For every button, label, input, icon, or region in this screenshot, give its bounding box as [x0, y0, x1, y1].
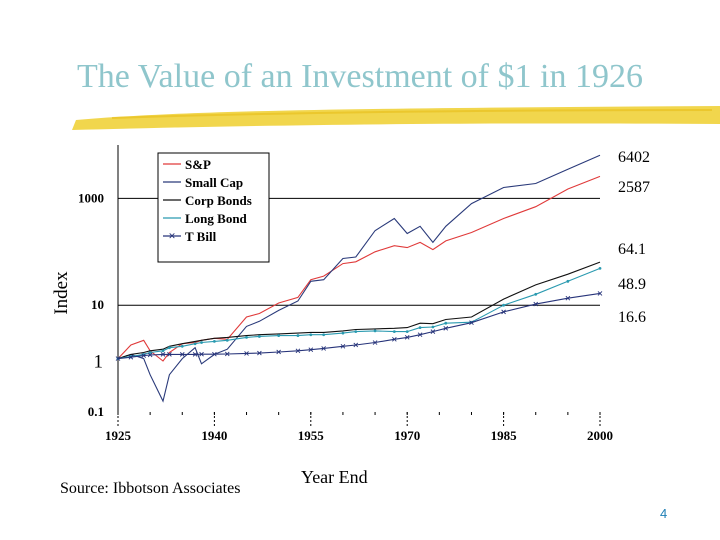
t-bill-marker: [276, 349, 281, 355]
t-bill-marker: [321, 346, 326, 351]
legend-entry: Small Cap: [185, 175, 243, 190]
slide-title: The Value of an Investment of $1 in 1926: [77, 58, 643, 95]
t-bill-marker: [353, 342, 359, 348]
long-bond-marker: [502, 303, 505, 307]
chart-axes: 0.1 1 10 1000 1925 1940 1955 1970 1985 2000: [78, 145, 613, 443]
y-tick-label: 1000: [78, 190, 104, 205]
long-bond-marker: [341, 331, 345, 335]
chart-legend: S&P Small Cap Corp Bonds Long Bond ✕ T Bill: [157, 152, 270, 263]
t-bill-marker: [295, 348, 301, 354]
end-value-label: 6402: [618, 149, 650, 166]
t-bill-marker: [179, 352, 185, 357]
t-bill-marker: [417, 332, 423, 338]
long-bond-marker: [161, 349, 165, 353]
page-number: 4: [660, 506, 668, 521]
t-bill-marker: [404, 335, 410, 340]
t-bill-marker: [199, 351, 204, 357]
long-bond-marker: [373, 329, 377, 333]
end-value-label: 16.6: [618, 309, 646, 326]
end-value-label: 48.9: [618, 276, 646, 293]
long-bond-marker: [277, 334, 281, 337]
t-bill-marker: [565, 295, 571, 301]
t-bill-marker: [224, 351, 230, 357]
legend-marker: ✕: [168, 232, 176, 242]
y-tick-label: 10: [91, 297, 104, 312]
legend-box: [157, 152, 270, 263]
end-value-label: 2587: [618, 179, 650, 196]
y-tick-label: 0.1: [88, 404, 104, 419]
title-underline: [72, 106, 720, 130]
x-axis-label: Year End: [301, 467, 368, 487]
t-bill-marker: [147, 352, 153, 358]
t-bill-marker: [372, 340, 378, 345]
t-bill-marker: [160, 352, 166, 357]
t-bill-marker: [141, 353, 147, 358]
t-bill-marker: [212, 351, 217, 357]
long-bond-marker: [200, 341, 203, 344]
long-bond-marker: [431, 325, 435, 329]
long-bond-marker: [354, 330, 358, 334]
t-bill-marker: [392, 336, 397, 342]
end-value-label: 64.1: [618, 241, 646, 258]
long-bond-marker: [225, 338, 229, 342]
legend-entry: S&P: [185, 157, 211, 172]
long-bond-marker: [598, 266, 602, 270]
x-tick-label: 1955: [298, 428, 325, 443]
t-bill-marker: [115, 356, 121, 361]
long-bond-marker: [245, 335, 248, 339]
t-bill-marker: [308, 347, 314, 352]
long-bond-marker: [213, 339, 216, 343]
x-tick-label: 1970: [394, 428, 420, 443]
long-bond-marker: [257, 335, 261, 338]
long-bond-marker: [418, 326, 422, 330]
series-line-t-bill: [117, 292, 601, 360]
y-tick-label: 1: [94, 352, 104, 373]
long-bond-marker: [566, 279, 570, 283]
t-bill-marker: [244, 351, 249, 356]
x-tick-label: 1940: [201, 428, 227, 443]
long-bond-marker: [444, 321, 448, 325]
long-bond-marker: [322, 333, 326, 337]
long-bond-marker: [392, 330, 396, 334]
long-bond-marker: [193, 342, 197, 346]
x-tick-label: 1985: [491, 428, 518, 443]
t-bill-marker: [443, 325, 449, 331]
long-bond-marker: [180, 344, 184, 348]
long-bond-marker: [534, 292, 538, 296]
chart-lines: 6402 2587 64.1 48.9 16.6: [115, 149, 650, 403]
t-bill-marker: [501, 309, 506, 315]
t-bill-marker: [597, 291, 603, 296]
series-line-corp-bonds: [117, 261, 601, 360]
t-bill-marker: [430, 329, 436, 334]
legend-entry: T Bill: [185, 229, 217, 244]
t-bill-marker: [192, 352, 198, 357]
x-tick-label: 1925: [105, 428, 132, 443]
t-bill-marker: [340, 343, 346, 349]
legend-entry: Long Bond: [185, 211, 248, 226]
t-bill-marker: [257, 350, 262, 356]
legend-entry: Corp Bonds: [185, 193, 252, 208]
long-bond-marker: [168, 346, 171, 350]
long-bond-marker: [405, 330, 409, 334]
t-bill-marker: [469, 320, 474, 326]
long-bond-marker: [148, 351, 152, 354]
long-bond-marker: [309, 333, 313, 337]
t-bill-marker: [128, 354, 134, 360]
source-note: Source: Ibbotson Associates: [60, 480, 241, 497]
x-tick-label: 2000: [587, 428, 613, 443]
t-bill-marker: [167, 352, 172, 357]
y-axis-label: Index: [51, 271, 72, 315]
t-bill-marker: [533, 301, 539, 307]
series-line-small-cap: [117, 154, 601, 403]
long-bond-marker: [296, 334, 300, 337]
